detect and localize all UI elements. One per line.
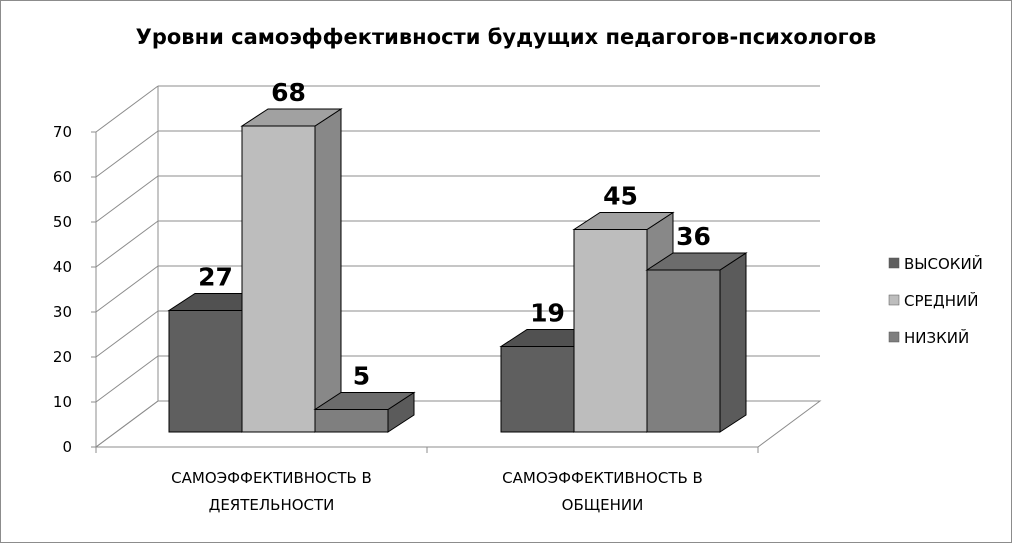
bars — [167, 108, 748, 433]
gridline-side — [95, 175, 159, 223]
bar-front — [573, 229, 648, 433]
legend-swatch — [888, 257, 900, 269]
gridline-side — [95, 265, 159, 313]
chart-title: Уровни самоэффективности будущих педагог… — [136, 25, 877, 49]
gridline-side — [95, 130, 159, 178]
gridline-side — [95, 220, 159, 268]
floor — [94, 400, 822, 448]
legend-label: ВЫСОКИЙ — [904, 254, 983, 273]
gridline-side — [95, 355, 159, 403]
category-label: ДЕЯТЕЛЬНОСТИ — [209, 496, 335, 514]
bar-side — [719, 252, 747, 433]
legend-item: ВЫСОКИЙ — [888, 254, 983, 273]
legend-swatch — [888, 294, 900, 306]
legend-label: НИЗКИЙ — [904, 328, 969, 347]
data-label: 45 — [603, 182, 638, 211]
y-tick-labels: 0 10 20 30 40 50 60 70 — [53, 123, 72, 456]
category-labels: САМОЭФФЕКТИВНОСТЬ В ДЕЯТЕЛЬНОСТИ САМОЭФФЕК… — [171, 469, 703, 514]
bar-front — [168, 310, 243, 433]
y-tick-label: 60 — [53, 168, 72, 186]
bar — [240, 108, 343, 433]
legend-swatch — [888, 331, 900, 343]
y-tick-label: 0 — [62, 438, 72, 456]
bar-front — [314, 409, 389, 433]
category-label: САМОЭФФЕКТИВНОСТЬ В — [502, 469, 703, 487]
legend: ВЫСОКИЙ СРЕДНИЙ НИЗКИЙ — [888, 254, 983, 347]
data-label: 5 — [353, 362, 370, 391]
bar-front — [241, 125, 316, 433]
y-tick-label: 50 — [53, 213, 72, 231]
bar — [645, 252, 748, 433]
category-label: ОБЩЕНИИ — [562, 496, 644, 514]
y-tick-label: 40 — [53, 258, 72, 276]
y-tick-label: 30 — [53, 303, 72, 321]
y-tick-label: 10 — [53, 393, 72, 411]
gridline-side — [95, 310, 159, 358]
data-label: 19 — [530, 299, 565, 328]
axes — [91, 86, 822, 453]
data-label: 27 — [198, 263, 233, 292]
data-label: 68 — [271, 78, 306, 107]
y-tick-label: 20 — [53, 348, 72, 366]
bar-front — [500, 346, 575, 433]
legend-item: СРЕДНИЙ — [888, 291, 978, 310]
bar-side — [314, 108, 342, 433]
y-tick-label: 70 — [53, 123, 72, 141]
gridline-side — [95, 85, 159, 133]
category-label: САМОЭФФЕКТИВНОСТЬ В — [171, 469, 372, 487]
bar — [313, 391, 416, 433]
legend-item: НИЗКИЙ — [888, 328, 969, 347]
data-label: 36 — [676, 222, 711, 251]
data-labels: 27 68 5 19 45 36 — [198, 78, 711, 391]
legend-label: СРЕДНИЙ — [904, 291, 978, 310]
bar-front — [646, 269, 721, 433]
